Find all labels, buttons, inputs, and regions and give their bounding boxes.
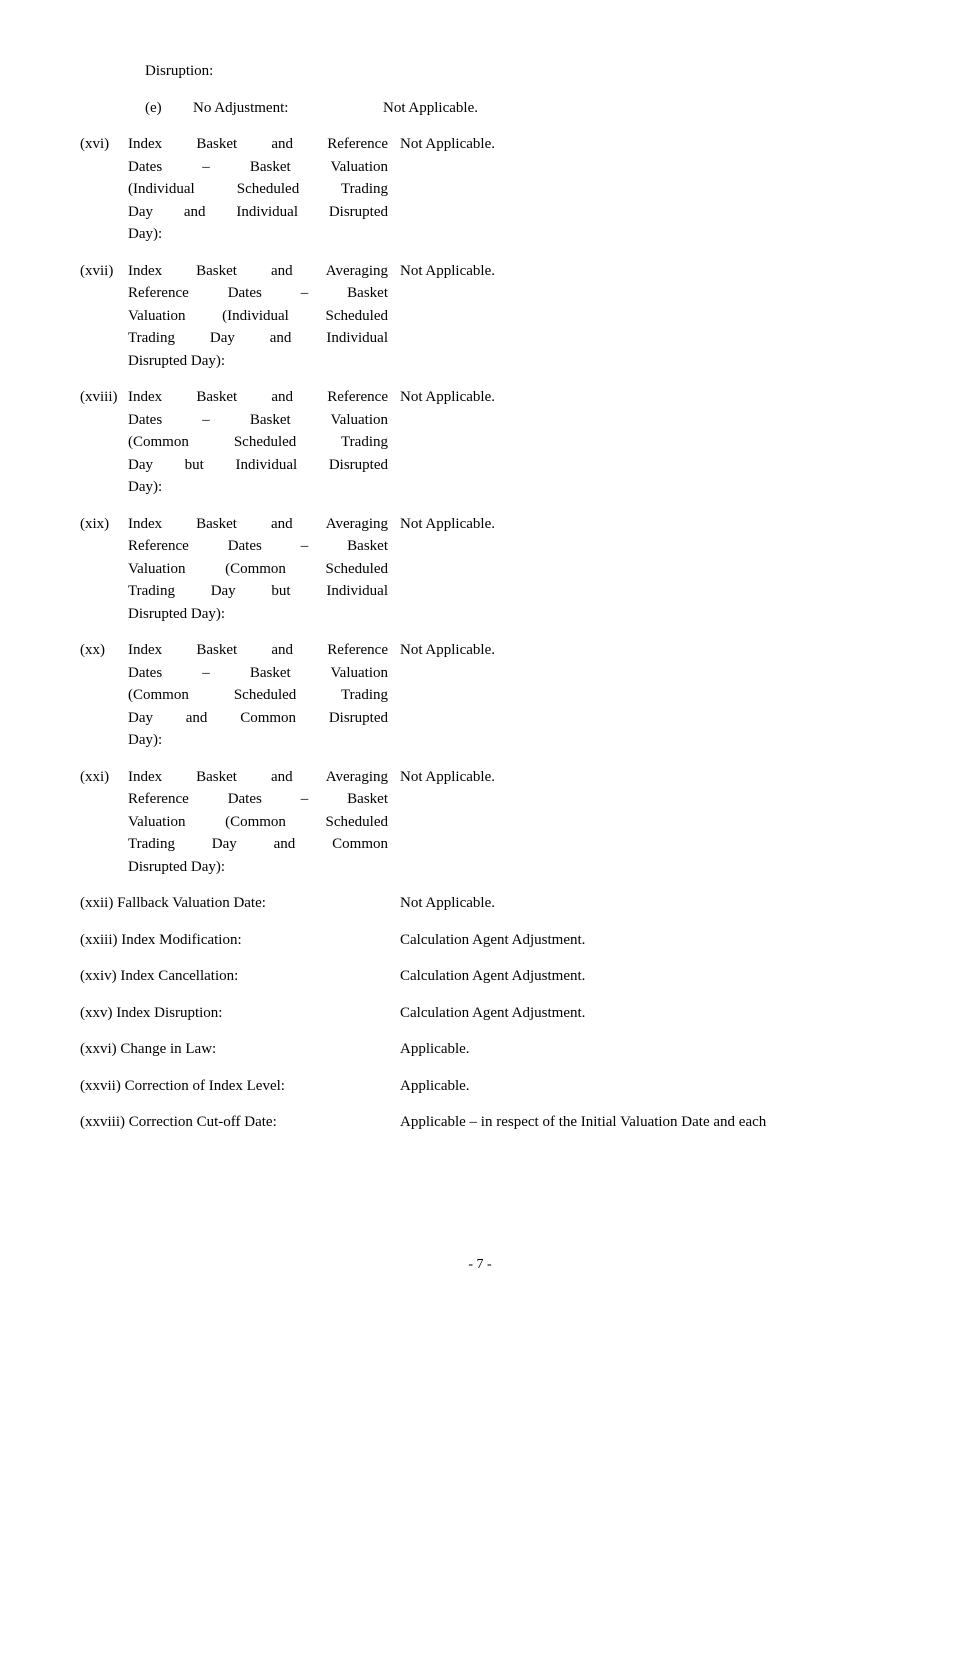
list-item: (xviii)Index Basket and ReferenceDates –… — [80, 386, 880, 499]
item-value: Applicable. — [400, 1075, 880, 1098]
item-label: (xxvii) Correction of Index Level: — [80, 1075, 400, 1098]
item-marker: (xix) — [80, 513, 128, 626]
item-marker: (xviii) — [80, 386, 128, 499]
item-label: Index Basket and AveragingReference Date… — [128, 513, 400, 626]
list-item: (xvii)Index Basket and AveragingReferenc… — [80, 260, 880, 373]
item-marker: (e) — [145, 97, 193, 120]
list-item: (xxvi) Change in Law:Applicable. — [80, 1038, 880, 1061]
item-label: Index Basket and ReferenceDates – Basket… — [128, 639, 400, 752]
item-value: Calculation Agent Adjustment. — [400, 929, 880, 952]
section-header: Disruption: — [80, 60, 880, 83]
item-value: Not Applicable. — [400, 513, 880, 626]
item-value: Not Applicable. — [400, 386, 880, 499]
item-value: Applicable – in respect of the Initial V… — [400, 1111, 880, 1134]
list-item: (xxv) Index Disruption:Calculation Agent… — [80, 1002, 880, 1025]
item-label: (xxvi) Change in Law: — [80, 1038, 400, 1061]
page-number: - 7 - — [80, 1254, 880, 1275]
list-item: (xx)Index Basket and ReferenceDates – Ba… — [80, 639, 880, 752]
list-item: (xxiv) Index Cancellation:Calculation Ag… — [80, 965, 880, 988]
list-item: (xix)Index Basket and AveragingReference… — [80, 513, 880, 626]
list-item: (xxii) Fallback Valuation Date:Not Appli… — [80, 892, 880, 915]
item-label: (xxv) Index Disruption: — [80, 1002, 400, 1025]
item-label: (xxviii) Correction Cut-off Date: — [80, 1111, 400, 1134]
list-item: (xxvii) Correction of Index Level:Applic… — [80, 1075, 880, 1098]
item-label: (xxiv) Index Cancellation: — [80, 965, 400, 988]
item-marker: (xx) — [80, 639, 128, 752]
item-label: No Adjustment: — [193, 97, 383, 120]
item-label: (xxii) Fallback Valuation Date: — [80, 892, 400, 915]
item-label: Index Basket and AveragingReference Date… — [128, 766, 400, 879]
list-item: (xxi)Index Basket and AveragingReference… — [80, 766, 880, 879]
item-value: Applicable. — [400, 1038, 880, 1061]
item-value: Not Applicable. — [400, 639, 880, 752]
item-value: Not Applicable. — [400, 766, 880, 879]
item-label: Index Basket and ReferenceDates – Basket… — [128, 386, 400, 499]
list-item: (xvi)Index Basket and ReferenceDates – B… — [80, 133, 880, 246]
sub-item-e: (e) No Adjustment: Not Applicable. — [80, 97, 880, 120]
item-label: Index Basket and AveragingReference Date… — [128, 260, 400, 373]
list-item: (xxiii) Index Modification:Calculation A… — [80, 929, 880, 952]
item-marker: (xxi) — [80, 766, 128, 879]
item-value: Not Applicable. — [383, 97, 880, 120]
item-marker: (xvii) — [80, 260, 128, 373]
list-item: (xxviii) Correction Cut-off Date:Applica… — [80, 1111, 880, 1134]
item-value: Calculation Agent Adjustment. — [400, 965, 880, 988]
item-value: Not Applicable. — [400, 260, 880, 373]
item-label: (xxiii) Index Modification: — [80, 929, 400, 952]
item-value: Calculation Agent Adjustment. — [400, 1002, 880, 1025]
item-value: Not Applicable. — [400, 892, 880, 915]
item-marker: (xvi) — [80, 133, 128, 246]
item-label: Index Basket and ReferenceDates – Basket… — [128, 133, 400, 246]
item-value: Not Applicable. — [400, 133, 880, 246]
